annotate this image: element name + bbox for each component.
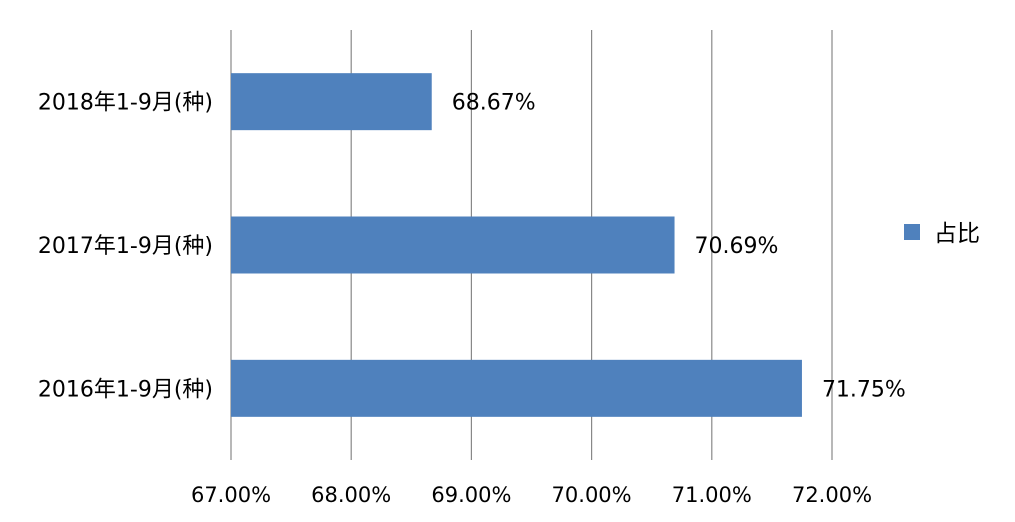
bar-2	[231, 359, 802, 417]
legend-label: 占比	[934, 221, 980, 247]
legend-swatch	[904, 224, 920, 240]
x-tick-label: 70.00%	[552, 483, 632, 507]
bars	[231, 73, 802, 417]
legend: 占比	[904, 221, 980, 247]
x-tick-label: 71.00%	[672, 483, 752, 507]
x-tick-label: 69.00%	[431, 483, 511, 507]
data-labels: 68.67% 70.69% 71.75%	[452, 91, 906, 403]
category-label-0: 2018年1-9月(种)	[38, 91, 213, 116]
x-tick-label: 72.00%	[792, 483, 872, 507]
x-tick-label: 67.00%	[191, 483, 271, 507]
bar-0	[231, 73, 432, 131]
x-tick-label: 68.00%	[311, 483, 391, 507]
category-label-1: 2017年1-9月(种)	[38, 234, 213, 259]
category-label-2: 2016年1-9月(种)	[38, 377, 213, 402]
data-label-2: 71.75%	[822, 377, 906, 402]
bar-1	[231, 216, 675, 274]
data-label-1: 70.69%	[695, 234, 779, 259]
data-label-0: 68.67%	[452, 91, 536, 116]
category-labels: 2018年1-9月(种) 2017年1-9月(种) 2016年1-9月(种)	[38, 91, 213, 403]
x-tick-labels: 67.00% 68.00% 69.00% 70.00% 71.00% 72.00%	[191, 483, 872, 507]
